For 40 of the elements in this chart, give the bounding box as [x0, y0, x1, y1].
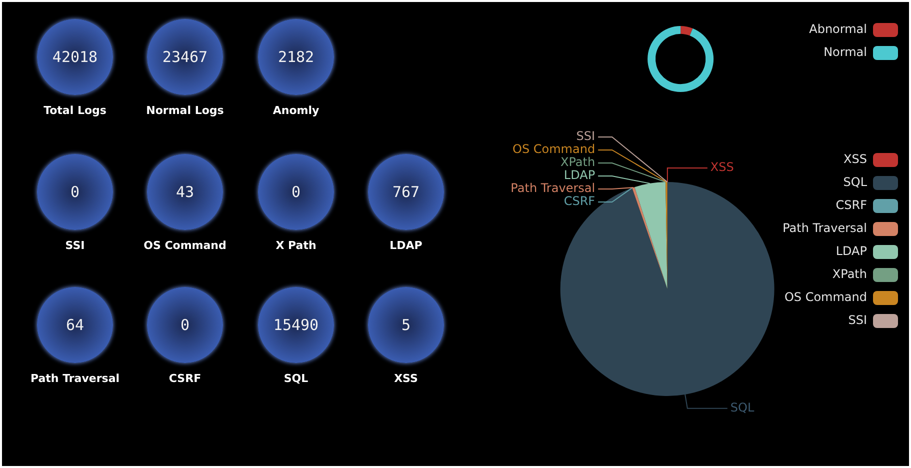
category-label: LDAP	[388, 239, 424, 252]
slice-label: OS Command	[512, 142, 596, 156]
data-label: 42018	[51, 47, 99, 67]
category-label: CSRF	[564, 194, 596, 208]
category-label: Path Traversal	[29, 372, 121, 385]
category-label: SSI	[576, 129, 596, 144]
category-label: SQL	[282, 372, 310, 385]
category-label: X Path	[274, 239, 318, 252]
data-label: 0	[179, 315, 191, 335]
slice-label: Path Traversal	[510, 181, 596, 196]
legend-label: SQL	[843, 175, 868, 190]
slice-label: LDAP	[564, 168, 596, 182]
legend-label: CSRF	[836, 198, 868, 212]
category-label: SSI	[64, 239, 86, 252]
legend-label: XSS	[844, 152, 867, 166]
legend-label: Normal	[824, 45, 867, 60]
category-label: Anomly	[272, 104, 320, 117]
slice-label: SQL	[730, 400, 754, 414]
legend-label: XPath	[832, 267, 867, 282]
category-label: XPath	[560, 155, 596, 170]
legend-label: LDAP	[836, 244, 867, 258]
legend-label: Path Traversal	[782, 221, 867, 236]
data-label: 23467	[161, 47, 209, 67]
category-label: Total Logs	[42, 104, 108, 117]
legend-label: OS Command	[784, 290, 867, 304]
data-label: 767	[391, 182, 421, 202]
slice-label: XSS	[710, 160, 734, 174]
category-label: XSS	[393, 372, 419, 385]
category-label: CSRF	[168, 372, 202, 385]
data-label: 15490	[272, 315, 320, 335]
legend-label: Abnormal	[809, 22, 867, 36]
data-label: 0	[69, 182, 81, 202]
data-label: 5	[400, 315, 412, 335]
category-label: OS Command	[142, 239, 228, 252]
legend-label: SSI	[848, 313, 867, 328]
data-label: 43	[174, 182, 196, 202]
data-label: 64	[64, 315, 86, 335]
category-label: Normal Logs	[145, 104, 225, 117]
data-label: 2182	[276, 47, 316, 67]
data-label: 0	[290, 182, 302, 202]
